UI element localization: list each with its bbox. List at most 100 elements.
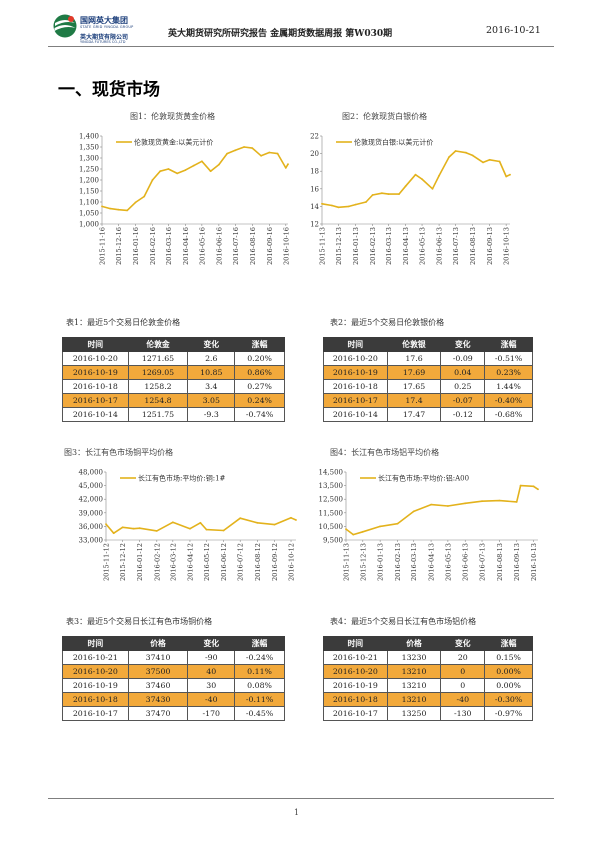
chart-caption-copper: 图3：长江有色市场铜平均价格 bbox=[64, 448, 174, 457]
cell-pct: 0.86% bbox=[234, 365, 285, 380]
cell-date: 2016-10-17 bbox=[62, 393, 129, 408]
cell-price: 13230 bbox=[386, 650, 442, 665]
y-tick-label: 1,250 bbox=[79, 166, 99, 174]
table-header-row: 时间 伦敦金 变化 涨幅 bbox=[62, 337, 285, 352]
data-point bbox=[176, 172, 179, 175]
data-point bbox=[268, 151, 271, 154]
report-date: 2016-10-21 bbox=[486, 25, 541, 36]
data-point bbox=[218, 163, 220, 166]
cell-pct: 0.08% bbox=[234, 678, 285, 693]
cell-date: 2016-10-14 bbox=[323, 407, 388, 422]
header-divider bbox=[48, 46, 554, 47]
table-row: 2016-10-18 13210 -40 -0.30% bbox=[323, 692, 533, 707]
x-tick-label: 2016-07-16 bbox=[232, 227, 240, 265]
x-tick-label: 2015-12-16 bbox=[115, 227, 123, 265]
cell-pct: 0.15% bbox=[484, 650, 533, 665]
data-point bbox=[482, 161, 484, 164]
table-row: 2016-10-20 37500 40 0.11% bbox=[62, 664, 285, 679]
y-tick-label: 1,000 bbox=[79, 221, 99, 229]
cell-price: 17.65 bbox=[386, 379, 442, 394]
cell-price: 13210 bbox=[386, 692, 442, 707]
cell-price: 17.47 bbox=[386, 407, 442, 422]
copper-price-table: 时间 价格 变化 涨幅 2016-10-21 37410 -90 -0.24% 201… bbox=[62, 636, 285, 721]
data-point bbox=[498, 160, 501, 163]
x-tick-label: 2016-07-13 bbox=[452, 227, 460, 265]
col-header-change: 变化 bbox=[440, 337, 486, 352]
aluminum-price-table: 时间 价格 变化 涨幅 2016-10-21 13230 20 0.15% 2016-… bbox=[323, 636, 533, 721]
x-tick-label: 2016-05-16 bbox=[198, 227, 206, 265]
data-point bbox=[234, 149, 237, 152]
cell-price: 37430 bbox=[127, 692, 189, 707]
cell-pct: -0.68% bbox=[484, 407, 533, 422]
data-point bbox=[273, 523, 276, 526]
table-header-row: 时间 价格 变化 涨幅 bbox=[323, 636, 533, 651]
logo-group-cn: 国网英大集团 bbox=[80, 16, 128, 25]
data-point bbox=[138, 527, 141, 530]
x-tick-label: 2016-05-13 bbox=[419, 227, 427, 265]
cell-pct: 0.00% bbox=[484, 678, 533, 693]
cell-pct: -0.74% bbox=[234, 407, 285, 422]
cell-date: 2016-10-18 bbox=[62, 692, 129, 707]
data-point bbox=[189, 527, 191, 530]
x-tick-label: 2015-12-13 bbox=[335, 227, 343, 265]
cell-price: 1251.75 bbox=[127, 407, 189, 422]
x-tick-label: 2016-01-16 bbox=[132, 227, 140, 265]
data-point bbox=[509, 173, 511, 176]
data-point bbox=[371, 194, 374, 196]
data-point bbox=[465, 151, 467, 154]
data-point bbox=[251, 147, 254, 149]
data-point bbox=[352, 533, 355, 536]
cell-change: 30 bbox=[187, 678, 236, 693]
table-row: 2016-10-19 1269.05 10.85 0.86% bbox=[62, 365, 285, 380]
x-tick-label: 2016-07-12 bbox=[237, 543, 245, 581]
chart-caption-silver: 图2：伦敦现货白银价格 bbox=[342, 112, 428, 121]
y-tick-label: 1,150 bbox=[79, 188, 99, 196]
data-point bbox=[243, 146, 246, 148]
cell-price: 17.4 bbox=[386, 393, 442, 408]
cell-change: 20 bbox=[440, 650, 486, 665]
chart-caption-aluminum: 图4：长江有色市场铝平均价格 bbox=[330, 448, 440, 457]
y-tick-label: 12,500 bbox=[319, 496, 344, 504]
x-tick-label: 2016-03-12 bbox=[169, 543, 177, 581]
x-tick-label: 2016-04-13 bbox=[428, 543, 436, 581]
table-row: 2016-10-19 17.69 0.04 0.23% bbox=[323, 365, 533, 380]
col-header-price: 伦敦金 bbox=[127, 337, 189, 352]
cell-change: -170 bbox=[187, 706, 236, 721]
cell-date: 2016-10-20 bbox=[323, 351, 388, 366]
x-tick-label: 2016-08-16 bbox=[249, 227, 257, 265]
cell-date: 2016-10-21 bbox=[62, 650, 129, 665]
cell-change: -40 bbox=[440, 692, 486, 707]
cell-date: 2016-10-20 bbox=[62, 664, 129, 679]
x-tick-label: 2016-10-12 bbox=[288, 543, 296, 581]
data-point bbox=[379, 525, 381, 528]
page-number: 1 bbox=[294, 808, 300, 817]
x-tick-label: 2016-03-13 bbox=[410, 543, 418, 581]
footer-divider bbox=[48, 798, 554, 799]
data-point bbox=[381, 192, 383, 195]
data-point bbox=[404, 185, 407, 188]
y-tick-label: 10,500 bbox=[319, 523, 344, 531]
cell-date: 2016-10-17 bbox=[323, 706, 388, 721]
table-row: 2016-10-14 17.47 -0.12 -0.68% bbox=[323, 407, 533, 422]
y-tick-label: 16 bbox=[310, 185, 319, 193]
data-point bbox=[331, 204, 333, 207]
cell-date: 2016-10-18 bbox=[62, 379, 129, 394]
logo-mark-icon bbox=[53, 14, 77, 38]
y-tick-label: 1,350 bbox=[79, 144, 99, 152]
col-header-pct: 涨幅 bbox=[234, 636, 285, 651]
x-tick-label: 2016-04-13 bbox=[402, 227, 410, 265]
cell-change: 3.05 bbox=[187, 393, 236, 408]
table-row: 2016-10-19 37460 30 0.08% bbox=[62, 678, 285, 693]
col-header-date: 时间 bbox=[323, 337, 388, 352]
table-header-row: 时间 伦敦银 变化 涨幅 bbox=[323, 337, 533, 352]
data-point bbox=[109, 207, 112, 210]
cell-change: 0.25 bbox=[440, 379, 486, 394]
y-tick-label: 9,500 bbox=[323, 537, 343, 545]
table-row: 2016-10-18 17.65 0.25 1.44% bbox=[323, 379, 533, 394]
y-tick-label: 36,000 bbox=[79, 523, 104, 531]
col-header-change: 变化 bbox=[440, 636, 486, 651]
cell-date: 2016-10-20 bbox=[62, 351, 129, 366]
table-row: 2016-10-19 13210 0 0.00% bbox=[323, 678, 533, 693]
y-tick-label: 22 bbox=[310, 133, 319, 141]
data-point bbox=[287, 163, 289, 166]
